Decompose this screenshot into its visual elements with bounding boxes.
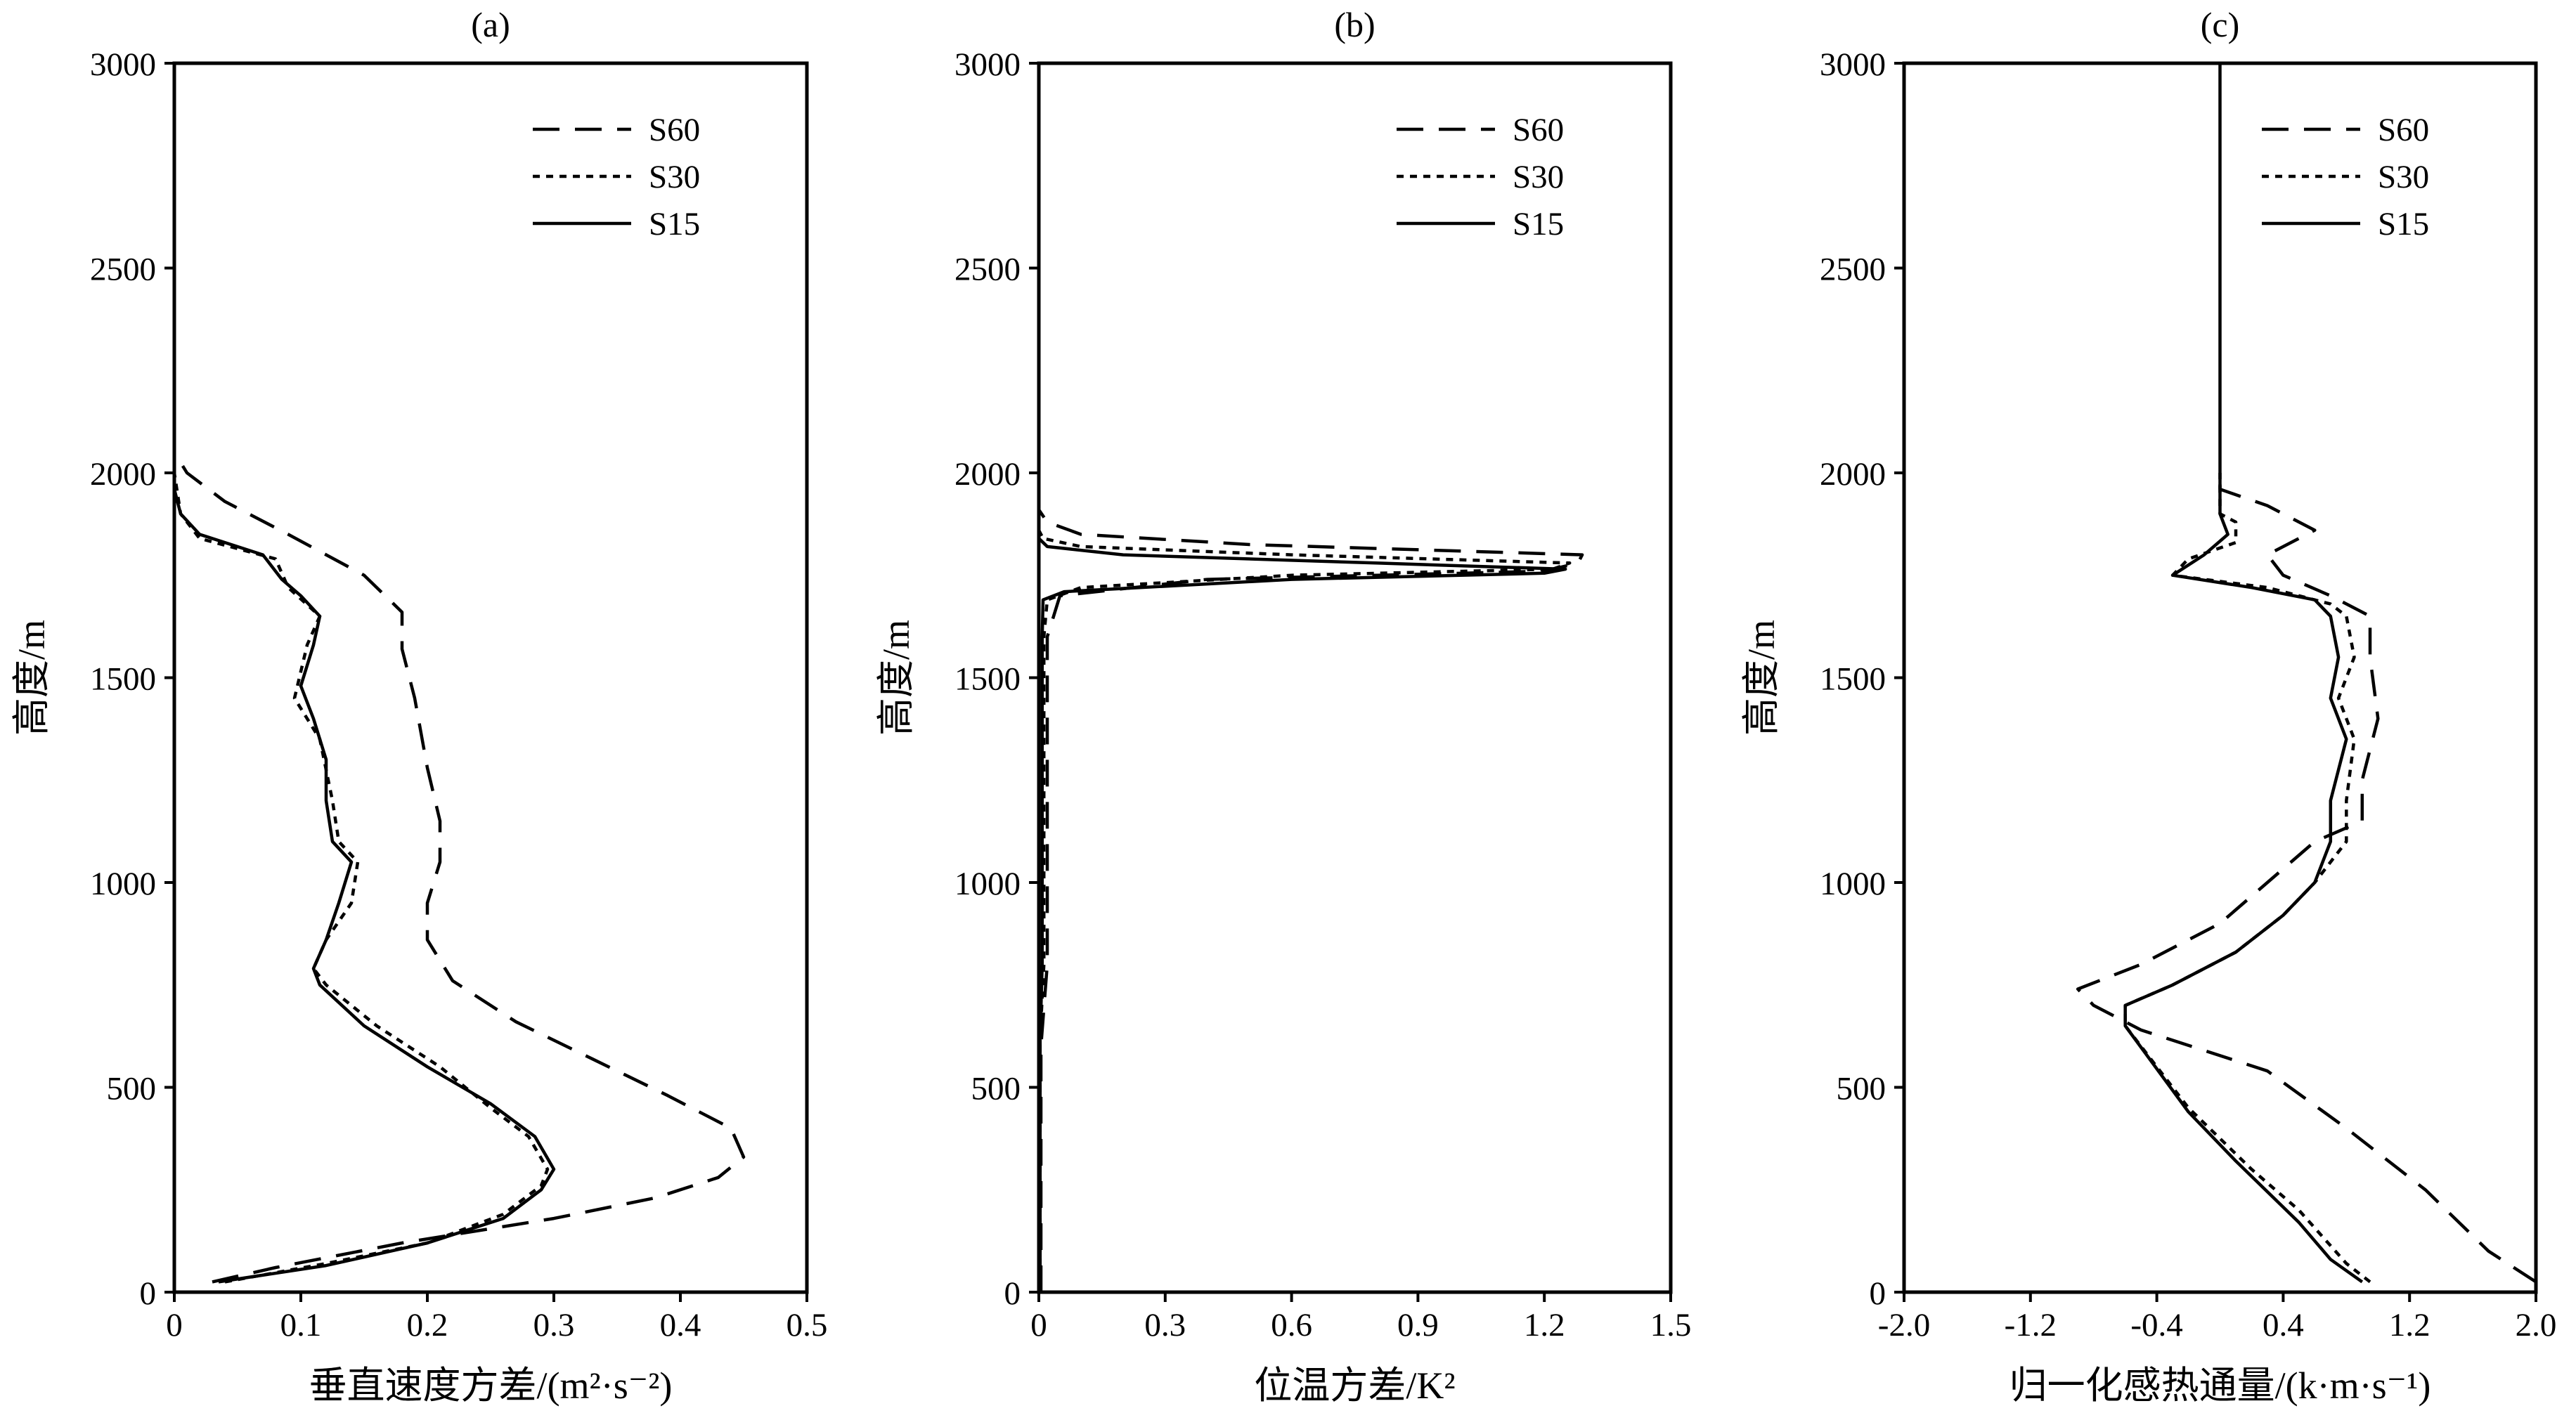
series-line-s30 <box>172 448 550 1284</box>
y-tick-label: 500 <box>107 1071 157 1107</box>
y-axis-label: 高度/m <box>875 620 917 736</box>
x-tick-label: 1.2 <box>1524 1307 1565 1343</box>
legend-label: S60 <box>2378 112 2429 148</box>
y-tick-label: 0 <box>1004 1275 1021 1312</box>
plot-frame <box>172 61 809 1294</box>
legend-label: S15 <box>649 206 700 242</box>
x-tick-label: 1.2 <box>2389 1307 2431 1343</box>
series-line-s15 <box>1037 537 1567 1292</box>
y-tick-label: 1000 <box>954 866 1021 902</box>
y-axis-label: 高度/m <box>1740 620 1782 736</box>
y-tick-label: 1000 <box>90 866 156 902</box>
x-tick-label: 0.6 <box>1271 1307 1312 1343</box>
y-tick-label: 0 <box>140 1275 157 1312</box>
y-tick-label: 3000 <box>1820 46 1886 83</box>
y-tick-label: 2000 <box>90 456 156 493</box>
x-tick-label: 0.4 <box>2263 1307 2304 1343</box>
x-tick-label: 0.4 <box>660 1307 701 1343</box>
panel-title: (a) <box>471 5 510 44</box>
plot-frame <box>1037 61 1673 1294</box>
series-line-s30 <box>2123 473 2371 1284</box>
y-tick-label: 3000 <box>90 46 156 83</box>
x-tick-label: 0.9 <box>1397 1307 1439 1343</box>
x-tick-label: 0 <box>166 1307 183 1343</box>
y-tick-label: 1500 <box>90 661 156 698</box>
x-tick-label: 0.1 <box>280 1307 322 1343</box>
series-line-s60 <box>1037 509 1584 1292</box>
panel-1: (a) 0 0.1 0.2 0.3 0.4 0.5 0 500 1000 1500 2000 2500 3… <box>11 5 827 1407</box>
panel-title: (b) <box>1334 5 1375 44</box>
y-tick-label: 2000 <box>1820 456 1886 493</box>
y-tick-label: 500 <box>1837 1071 1886 1107</box>
y-tick-label: 2500 <box>954 252 1021 288</box>
y-tick-label: 2500 <box>1820 252 1886 288</box>
y-tick-label: 0 <box>1870 1275 1886 1312</box>
legend-label: S30 <box>649 159 700 195</box>
panel-title: (c) <box>2201 5 2240 44</box>
legend-label: S15 <box>1513 206 1564 242</box>
panel-2: (b) 0 0.3 0.6 0.9 1.2 1.5 0 500 1000 1500 2000 2500 3… <box>875 5 1691 1407</box>
y-tick-label: 1000 <box>1820 866 1886 902</box>
x-axis-label: 归一化感热通量/(k·m·s⁻¹) <box>2009 1365 2431 1407</box>
y-tick-label: 1500 <box>1820 661 1886 698</box>
series-line-s15 <box>172 444 556 1284</box>
y-tick-label: 1500 <box>954 661 1021 698</box>
legend-label: S30 <box>1513 159 1564 195</box>
series-line-s15 <box>2123 63 2364 1284</box>
x-tick-label: 0.5 <box>787 1307 828 1343</box>
y-tick-label: 3000 <box>954 46 1021 83</box>
legend-label: S60 <box>649 112 700 148</box>
legend-label: S60 <box>1513 112 1564 148</box>
x-axis-label: 垂直速度方差/(m²·s⁻²) <box>309 1365 673 1407</box>
legend-label: S30 <box>2378 159 2429 195</box>
y-tick-label: 2000 <box>954 456 1021 493</box>
x-tick-label: 0.3 <box>533 1307 575 1343</box>
series-line-s30 <box>1037 529 1572 1292</box>
y-tick-label: 500 <box>971 1071 1021 1107</box>
x-axis-label: 位温方差/K² <box>1254 1365 1455 1407</box>
panel-3: (c) -2.0 -1.2 -0.4 0.4 1.2 2.0 0 500 1000 1500 2000… <box>1740 5 2556 1407</box>
x-tick-label: 2.0 <box>2516 1307 2557 1343</box>
legend: S60 S30 S15 <box>533 112 700 242</box>
y-tick-label: 2500 <box>90 252 156 288</box>
x-tick-label: -2.0 <box>1878 1307 1930 1343</box>
x-tick-label: 0 <box>1030 1307 1047 1343</box>
y-axis-label: 高度/m <box>11 620 53 736</box>
legend-label: S15 <box>2378 206 2429 242</box>
legend: S60 S30 S15 <box>2262 112 2429 242</box>
x-tick-label: 0.2 <box>407 1307 448 1343</box>
x-tick-label: 0.3 <box>1144 1307 1186 1343</box>
legend: S60 S30 S15 <box>1397 112 1564 242</box>
series-line-s60 <box>173 451 746 1284</box>
series-line-s60 <box>2076 473 2537 1284</box>
x-tick-label: -0.4 <box>2130 1307 2182 1343</box>
x-tick-label: -1.2 <box>2005 1307 2057 1343</box>
x-tick-label: 1.5 <box>1650 1307 1692 1343</box>
